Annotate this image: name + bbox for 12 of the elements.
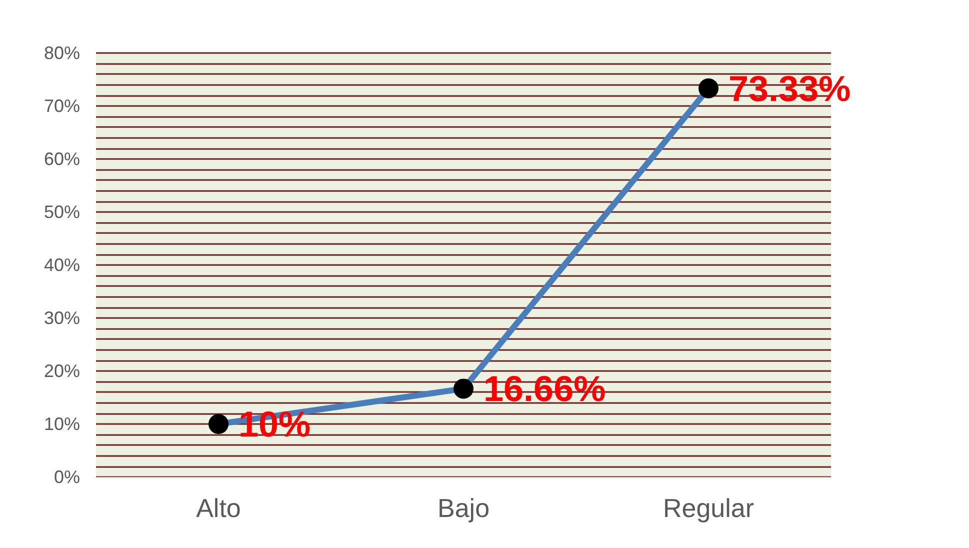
- y-tick-label: 10%: [44, 414, 80, 434]
- y-tick-label: 30%: [44, 308, 80, 328]
- y-tick-label: 60%: [44, 149, 80, 169]
- x-tick-label: Regular: [662, 493, 754, 523]
- x-tick-label: Alto: [196, 493, 241, 523]
- y-tick-label: 50%: [44, 202, 80, 222]
- x-tick-label: Bajo: [437, 493, 490, 523]
- y-tick-label: 20%: [44, 361, 80, 381]
- y-tick-label: 0%: [54, 467, 80, 487]
- y-tick-label: 40%: [44, 255, 80, 275]
- y-tick-label: 80%: [44, 43, 80, 63]
- y-tick-label: 70%: [44, 96, 80, 116]
